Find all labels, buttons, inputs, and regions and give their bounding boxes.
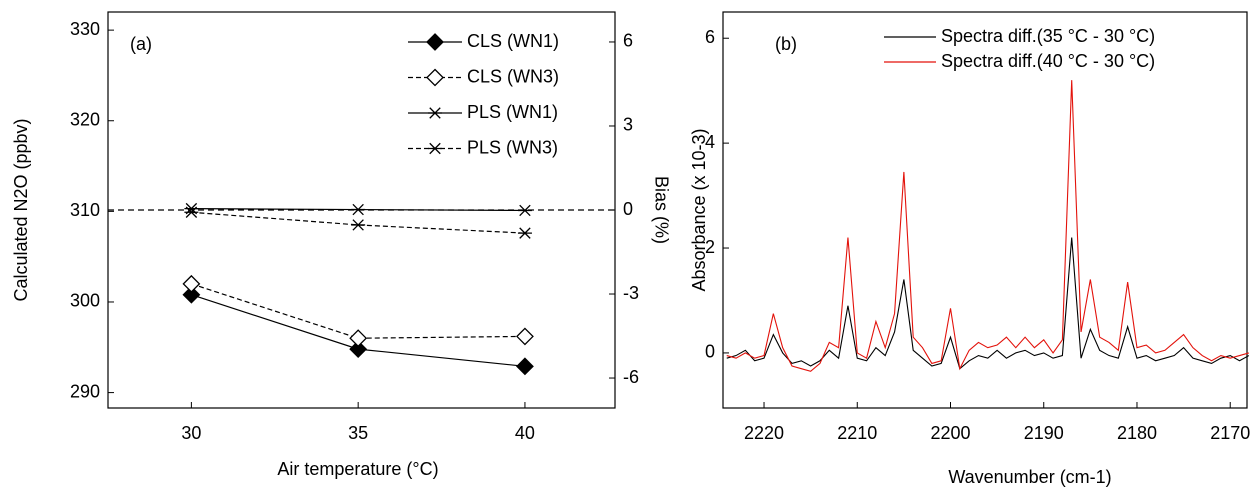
panel-label: (b) [775,34,797,54]
panel-label: (a) [130,34,152,54]
legend-marker [428,107,442,119]
x-tick-label: 2200 [930,423,970,443]
legend-label: CLS (WN1) [467,31,559,51]
x-tick-label: 40 [515,423,535,443]
y-tick-label: 0 [705,342,715,362]
y-tick-label: 4 [705,132,715,152]
legend-label: Spectra diff.(35 °C - 30 °C) [941,26,1155,46]
y2-tick-label: 6 [623,31,633,51]
marker [351,219,366,231]
y2-tick-label: 3 [623,115,633,135]
y2-axis-label: Bias (%) [651,176,671,244]
x-axis-label: Wavenumber (cm-1) [948,467,1111,487]
y-axis-label: Absorbance (x 10-3) [689,128,709,291]
marker [517,227,532,239]
x-tick-label: 30 [181,423,201,443]
legend-marker [428,142,442,155]
y2-tick-label: -3 [623,283,639,303]
y-tick-label: 330 [70,19,100,39]
y-tick-label: 2 [705,237,715,257]
series-line [191,211,525,234]
series-line [726,237,1250,370]
x-tick-label: 35 [348,423,368,443]
legend-label: PLS (WN3) [467,137,558,157]
y-tick-label: 6 [705,27,715,47]
y-tick-label: 310 [70,200,100,220]
y2-tick-label: -6 [623,367,639,387]
plot-frame [722,11,1248,409]
x-axis-label: Air temperature (°C) [277,459,438,479]
marker [349,329,368,348]
y-axis-label: Calculated N2O (ppbv) [11,118,31,301]
y-tick-label: 320 [70,109,100,129]
marker [349,340,368,359]
series-line [191,283,525,339]
marker [351,203,366,216]
y-tick-label: 300 [70,291,100,311]
x-tick-label: 2170 [1210,423,1250,443]
x-tick-label: 2190 [1024,423,1064,443]
legend-label: Spectra diff.(40 °C - 30 °C) [941,51,1155,71]
legend-label: PLS (WN1) [467,102,558,122]
x-tick-label: 2210 [837,423,877,443]
legend-label: CLS (WN3) [467,66,559,86]
marker [182,285,201,304]
y2-tick-label: 0 [623,199,633,219]
legend-marker [426,68,444,87]
legend-marker [426,33,444,51]
y-tick-label: 290 [70,381,100,401]
series-line [726,80,1250,372]
marker [516,357,534,376]
marker [516,327,534,346]
marker [184,206,199,218]
x-tick-label: 2220 [744,423,784,443]
marker [182,274,201,293]
marker [517,204,532,217]
x-tick-label: 2180 [1117,423,1157,443]
